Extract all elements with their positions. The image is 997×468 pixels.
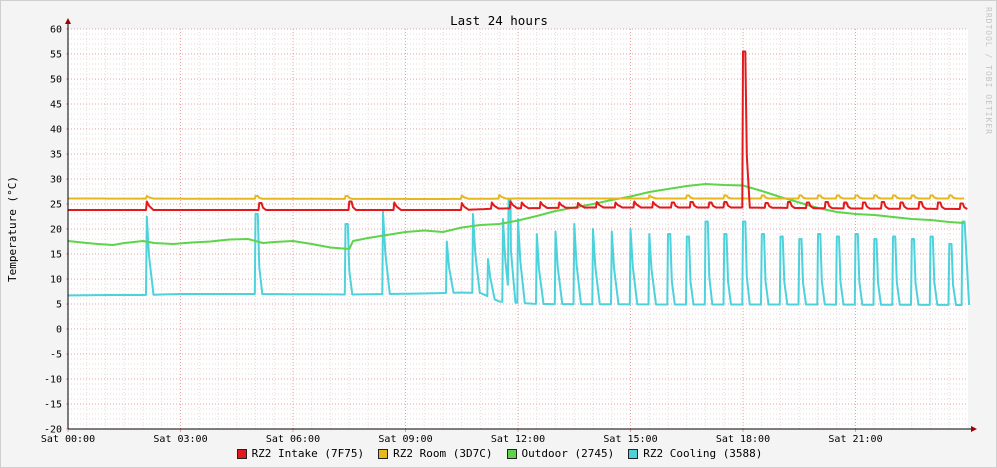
y-tick-label: -10 [44, 375, 62, 386]
legend-swatch [378, 449, 389, 459]
y-tick-label: 35 [50, 150, 62, 161]
y-tick-label: 25 [50, 200, 62, 211]
series-layer [67, 50, 971, 306]
watermark: RRDTOOL / TOBI OETIKER [984, 7, 993, 135]
legend-item: Outdoor (2745) [506, 447, 615, 461]
y-tick-label: 45 [50, 100, 62, 111]
legend-item: RZ2 Room (3D7C) [378, 447, 493, 461]
legend-item: RZ2 Cooling (3588) [628, 447, 762, 461]
x-tick-label: Sat 12:00 [491, 434, 545, 445]
x-tick-label: Sat 15:00 [603, 434, 657, 445]
legend-swatch [628, 449, 639, 459]
x-tick-label: Sat 06:00 [266, 434, 320, 445]
y-tick-label: 60 [50, 25, 62, 36]
x-tick-label: Sat 09:00 [378, 434, 432, 445]
series-line-rz2-intake-7f75 [68, 50, 968, 211]
grid [67, 28, 968, 430]
series-line-outdoor-2745 [67, 183, 965, 250]
y-tick-label: 50 [50, 75, 62, 86]
legend: RZ2 Intake (7F75) RZ2 Room (3D7C) Outdoor … [1, 447, 997, 461]
y-tick-label: -15 [44, 400, 62, 411]
legend-label: Outdoor (2745) [521, 447, 615, 460]
y-tick-label: 0 [56, 325, 62, 336]
y-tick-label: 40 [50, 125, 62, 136]
y-tick-label: 30 [50, 175, 62, 186]
y-tick-label: 55 [50, 50, 62, 61]
legend-item: RZ2 Intake (7F75) [236, 447, 365, 461]
x-tick-label: Sat 00:00 [41, 434, 95, 445]
legend-swatch [506, 449, 517, 459]
legend-label: RZ2 Intake (7F75) [251, 447, 365, 460]
y-axis-arrow [65, 18, 71, 24]
axes [65, 18, 977, 432]
legend-swatch [236, 449, 247, 459]
x-tick-label: Sat 03:00 [153, 434, 207, 445]
y-tick-label: -5 [50, 350, 62, 361]
y-tick-label: 20 [50, 225, 62, 236]
series-line-rz2-cooling-3588 [67, 198, 971, 306]
legend-label: RZ2 Room (3D7C) [393, 447, 493, 460]
series-line-rz2-room-3d7c [68, 194, 965, 200]
x-tick-label: Sat 18:00 [716, 434, 770, 445]
chart-title: Last 24 hours [450, 13, 548, 28]
y-axis-label: Temperature (°C) [6, 176, 19, 282]
legend-label: RZ2 Cooling (3588) [643, 447, 763, 460]
y-tick-label: 10 [50, 275, 62, 286]
x-axis-arrow [971, 426, 977, 432]
x-tick-label: Sat 21:00 [828, 434, 882, 445]
y-tick-label: 5 [56, 300, 62, 311]
y-tick-label: -20 [44, 425, 62, 436]
y-tick-label: 15 [50, 250, 62, 261]
